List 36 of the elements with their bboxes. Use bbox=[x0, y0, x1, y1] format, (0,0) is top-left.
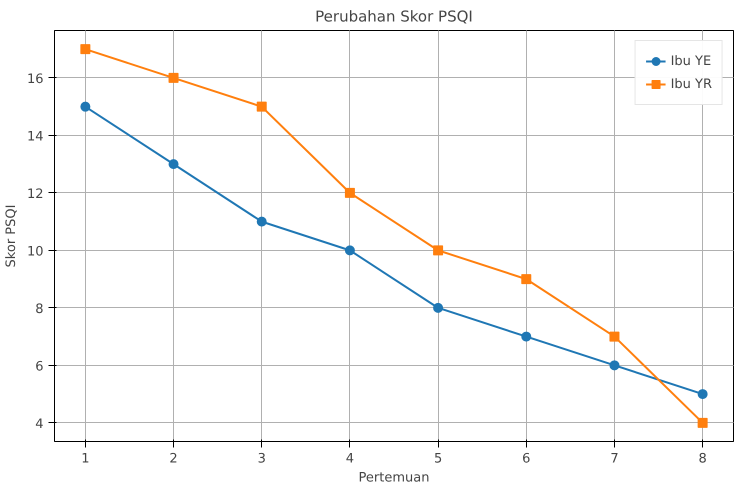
y-tick-label: 12 bbox=[26, 186, 44, 202]
y-tick-label: 4 bbox=[35, 416, 44, 432]
x-axis-title: Pertemuan bbox=[358, 470, 430, 486]
y-tick-label: 8 bbox=[35, 302, 44, 317]
point bbox=[698, 389, 708, 400]
x-tick-label: 1 bbox=[81, 452, 90, 466]
y-tick-label: 16 bbox=[26, 72, 44, 87]
x-tick-label: 7 bbox=[610, 452, 619, 466]
chart-title: Perubahan Skor PSQI bbox=[315, 8, 473, 26]
point bbox=[168, 72, 179, 83]
x-tick-label: 5 bbox=[434, 452, 442, 466]
point bbox=[609, 360, 620, 370]
point bbox=[168, 159, 179, 170]
point bbox=[433, 302, 444, 313]
x-tick-label: 4 bbox=[346, 452, 354, 466]
x-tick-label: 6 bbox=[522, 452, 530, 466]
point bbox=[80, 44, 90, 54]
legend-label: Ibu YR bbox=[670, 76, 712, 92]
point bbox=[698, 418, 708, 428]
point bbox=[80, 102, 90, 112]
y-tick-label: 6 bbox=[35, 359, 44, 374]
y-axis-title: Skor PSQI bbox=[4, 204, 19, 268]
legend-label: Ibu YE bbox=[670, 54, 712, 68]
point bbox=[256, 102, 267, 112]
point bbox=[521, 332, 532, 342]
point bbox=[521, 274, 532, 284]
point bbox=[344, 245, 355, 256]
point bbox=[256, 216, 267, 227]
point bbox=[344, 188, 355, 198]
point bbox=[433, 245, 444, 256]
point bbox=[609, 332, 620, 342]
y-tick-label: 14 bbox=[26, 129, 44, 144]
x-tick-label: 3 bbox=[258, 452, 266, 466]
x-tick-label: 2 bbox=[169, 452, 178, 466]
y-tick-label: 10 bbox=[26, 244, 44, 260]
x-tick-label: 8 bbox=[698, 452, 707, 466]
